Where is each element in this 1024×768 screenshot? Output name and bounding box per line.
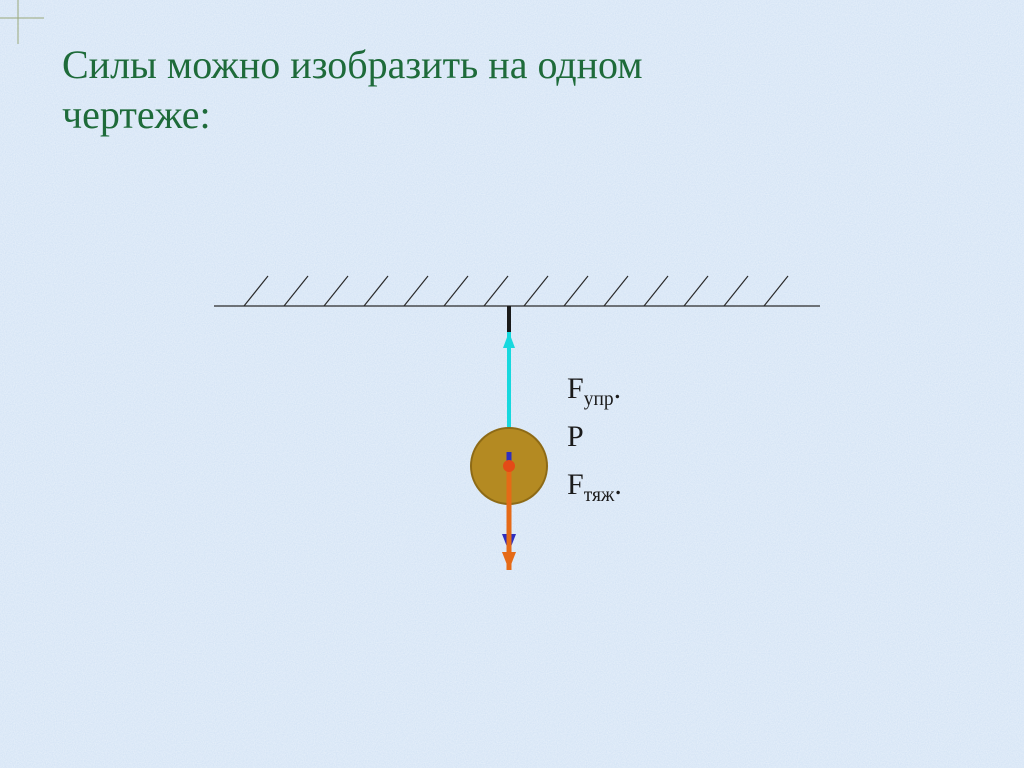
- center-dot: [503, 460, 515, 472]
- force-diagram: [0, 0, 1024, 768]
- label-f-upr: Fупр.: [567, 372, 621, 411]
- label-p: Р: [567, 420, 584, 454]
- slide-root: Силы можно изобразить на одном чертеже: …: [0, 0, 1024, 768]
- label-f-tyazh: Fтяж.: [567, 468, 622, 507]
- ceiling-surface: [214, 276, 820, 306]
